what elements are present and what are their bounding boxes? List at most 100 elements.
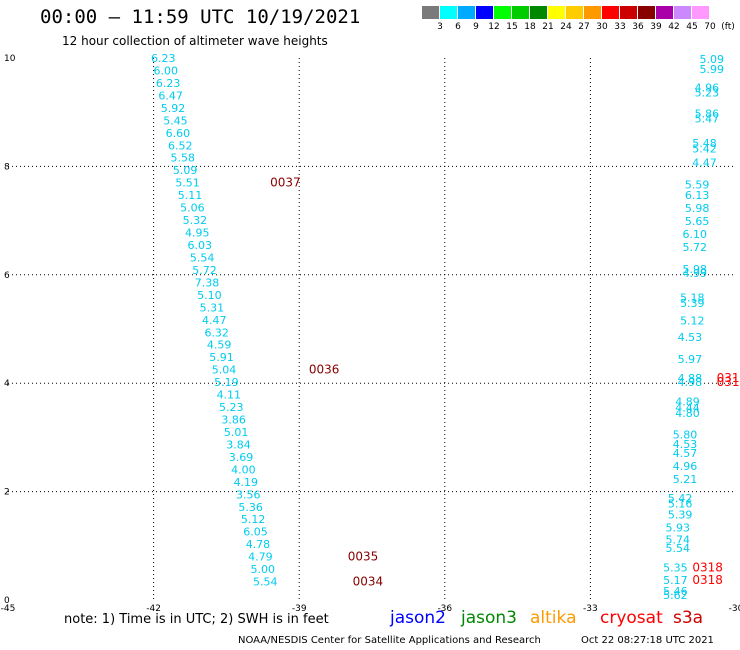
footer-organization: NOAA/NESDIS Center for Satellite Applica… bbox=[238, 635, 541, 646]
colorbar-swatch bbox=[548, 6, 565, 19]
y-tick-label: 10 bbox=[4, 54, 16, 64]
swh-value: 5.09 bbox=[173, 164, 198, 177]
swh-value: 5.98 bbox=[685, 202, 710, 215]
note-text: note: 1) Time is in UTC; 2) SWH is in fe… bbox=[64, 612, 329, 627]
legend-altika: altika bbox=[530, 608, 577, 628]
swh-value: 5.99 bbox=[699, 63, 724, 76]
swh-value: 5.23 bbox=[695, 87, 720, 100]
swh-value: 6.60 bbox=[166, 127, 191, 140]
colorbar-swatch bbox=[440, 6, 457, 19]
colorbar-label: 12 bbox=[488, 22, 500, 32]
swh-value: 5.72 bbox=[682, 241, 707, 254]
x-tick-label: -42 bbox=[146, 604, 161, 614]
y-tick-label: 2 bbox=[4, 488, 10, 498]
swh-value: 6.32 bbox=[204, 326, 229, 339]
swh-value: 4.59 bbox=[207, 339, 232, 352]
swh-value: 5.74 bbox=[666, 533, 691, 546]
x-tick-label: -30 bbox=[729, 604, 740, 614]
swh-value: 4.96 bbox=[673, 460, 698, 473]
swh-value: 5.11 bbox=[178, 189, 203, 202]
swh-value: 4.99 bbox=[682, 267, 707, 280]
colorbar-swatch bbox=[692, 6, 709, 19]
swh-value: 6.13 bbox=[685, 189, 710, 202]
colorbar-swatch bbox=[476, 6, 493, 19]
swh-value: 5.39 bbox=[680, 297, 705, 310]
swh-value: 5.31 bbox=[200, 301, 225, 314]
swh-value: 5.54 bbox=[190, 251, 215, 264]
swh-value: 5.10 bbox=[197, 289, 222, 302]
swh-value: 5.01 bbox=[224, 426, 249, 439]
colorbar-swatch bbox=[602, 6, 619, 19]
page-subtitle: 12 hour collection of altimeter wave hei… bbox=[62, 34, 328, 48]
legend-cryosat: cryosat bbox=[600, 608, 663, 628]
swh-value: 4.88 bbox=[678, 372, 703, 385]
swh-value: 5.48 bbox=[692, 137, 717, 150]
swh-value: 5.21 bbox=[673, 473, 698, 486]
colorbar-swatch bbox=[512, 6, 529, 19]
swh-value: 5.92 bbox=[161, 102, 186, 115]
colorbar-label: 24 bbox=[560, 22, 572, 32]
colorbar-label: 21 bbox=[542, 22, 554, 32]
swh-value: 5.62 bbox=[663, 589, 688, 602]
swh-value: 5.86 bbox=[695, 107, 720, 120]
swh-value: 3.86 bbox=[221, 414, 246, 427]
swh-value: 4.89 bbox=[675, 396, 700, 409]
swh-value: 6.52 bbox=[168, 139, 193, 152]
swh-value: 5.06 bbox=[180, 202, 205, 215]
swh-value: 5.97 bbox=[678, 353, 703, 366]
swh-value: 5.09 bbox=[699, 53, 724, 66]
time-label: 0036 bbox=[309, 363, 340, 377]
colorbar-label: 9 bbox=[473, 22, 479, 32]
time-label: 0035 bbox=[348, 550, 379, 564]
swh-value: 4.79 bbox=[248, 551, 273, 564]
swh-value: 5.35 bbox=[663, 561, 688, 574]
swh-value: 4.57 bbox=[673, 447, 698, 460]
colorbar-label: 30 bbox=[596, 22, 608, 32]
swh-value: 5.00 bbox=[251, 563, 276, 576]
colorbar-label: (ft) bbox=[721, 22, 735, 32]
colorbar-label: 39 bbox=[650, 22, 662, 32]
colorbar-label: 18 bbox=[524, 22, 536, 32]
swh-value: 5.42 bbox=[668, 492, 693, 505]
swh-value: 5.39 bbox=[668, 508, 693, 521]
swh-value: 5.54 bbox=[666, 542, 691, 555]
swh-value: 5.19 bbox=[214, 376, 239, 389]
swh-value: 4.00 bbox=[231, 463, 256, 476]
time-label: 0317 bbox=[717, 375, 740, 389]
swh-value: 4.47 bbox=[202, 314, 227, 327]
swh-value: 5.23 bbox=[219, 401, 244, 414]
swh-value: 4.47 bbox=[692, 157, 717, 170]
swh-value: 5.12 bbox=[680, 314, 705, 327]
x-tick-label: -33 bbox=[583, 604, 598, 614]
x-tick-label: -39 bbox=[292, 604, 307, 614]
colorbar-label: 33 bbox=[614, 22, 626, 32]
swh-value: 5.72 bbox=[192, 264, 217, 277]
swh-value: 7.38 bbox=[195, 276, 220, 289]
colorbar-swatch bbox=[458, 6, 475, 19]
swh-value: 4.53 bbox=[673, 438, 698, 451]
colorbar-label: 45 bbox=[686, 22, 698, 32]
swh-value: 4.80 bbox=[675, 407, 700, 420]
swh-value: 5.51 bbox=[175, 177, 200, 190]
swh-value: 5.98 bbox=[682, 263, 707, 276]
colorbar-label: 6 bbox=[455, 22, 461, 32]
swh-value: 5.32 bbox=[183, 214, 208, 227]
swh-value: 5.16 bbox=[668, 498, 693, 511]
time-label: 0318 bbox=[692, 573, 723, 587]
swh-value: 6.05 bbox=[243, 526, 268, 539]
colorbar-label: 70 bbox=[704, 22, 716, 32]
y-tick-label: 0 bbox=[4, 596, 10, 606]
colorbar-swatch bbox=[566, 6, 583, 19]
swh-value: 5.36 bbox=[238, 501, 263, 514]
y-tick-label: 8 bbox=[4, 162, 10, 172]
swh-value: 5.65 bbox=[685, 215, 710, 228]
colorbar-label: 15 bbox=[506, 22, 518, 32]
swh-value: 6.00 bbox=[153, 64, 178, 77]
time-label: 0318 bbox=[692, 560, 723, 574]
swh-value: 5.46 bbox=[663, 585, 688, 598]
swh-value: 6.23 bbox=[151, 52, 176, 65]
swh-value: 5.91 bbox=[209, 351, 234, 364]
swh-value: 4.19 bbox=[234, 476, 259, 489]
footer-timestamp: Oct 22 08:27:18 UTC 2021 bbox=[581, 635, 714, 646]
